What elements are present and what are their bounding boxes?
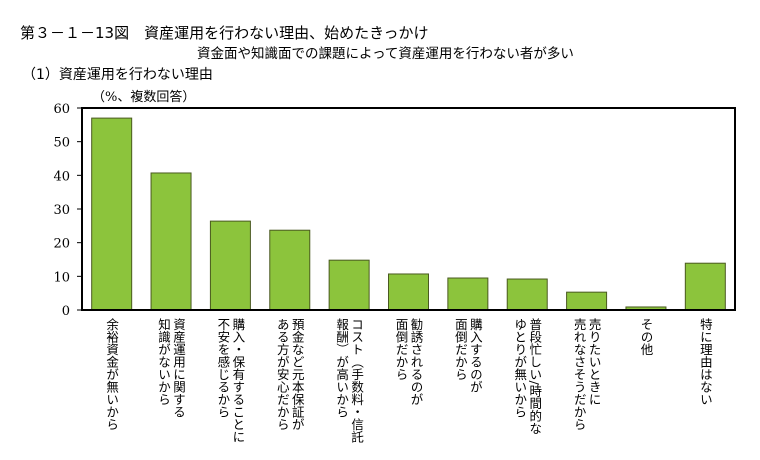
category-label: 売りたいときに 売れなさそうだから [571,318,602,431]
category-label: 余裕資金が無いから [104,318,120,431]
category-label: 勧誘されるのが 面倒だから [393,318,424,406]
category-label: 普段忙しい/時間的な ゆとりが無いから [512,318,543,435]
bar-8 [566,291,608,311]
category-label: 購入するのが 面倒だから [452,318,483,393]
bar-0 [91,117,133,311]
y-tick-label: 0 [62,304,70,319]
bar-6 [447,277,489,311]
figure-subtitle: 資金面や知識面での課題によって資産運用を行わない者が多い [197,46,574,62]
bar-7 [506,278,548,311]
category-label: 特に理由はない [697,318,713,406]
plot-frame [81,107,736,311]
bar-3 [269,229,311,311]
category-label: 資産運用に関する 知識がないから [156,318,187,418]
category-label: 預金など元本保証が ある方が安心だから [274,318,305,431]
bar-2 [209,220,251,311]
y-axis-unit: （%、複数回答） [92,90,196,105]
category-label: 購入・保有することに 不安を感じるから [215,318,246,443]
bar-10 [684,262,726,311]
y-tick-label: 40 [53,169,70,184]
bar-1 [150,172,192,311]
y-tick-label: 50 [53,136,70,151]
figure-title: 第３－１－13図 資産運用を行わない理由、始めたきっかけ [20,24,429,42]
bar-4 [328,259,370,311]
y-tick-label: 30 [53,203,70,218]
y-tick-label: 10 [53,270,70,285]
category-label: コスト（手数料・信託 報酬）が高いから [334,318,365,443]
category-label: その他 [638,318,654,356]
y-tick-label: 20 [53,237,70,252]
bar-5 [388,273,429,311]
y-tick-label: 60 [53,102,70,117]
section-title: （1）資産運用を行わない理由 [22,67,213,83]
